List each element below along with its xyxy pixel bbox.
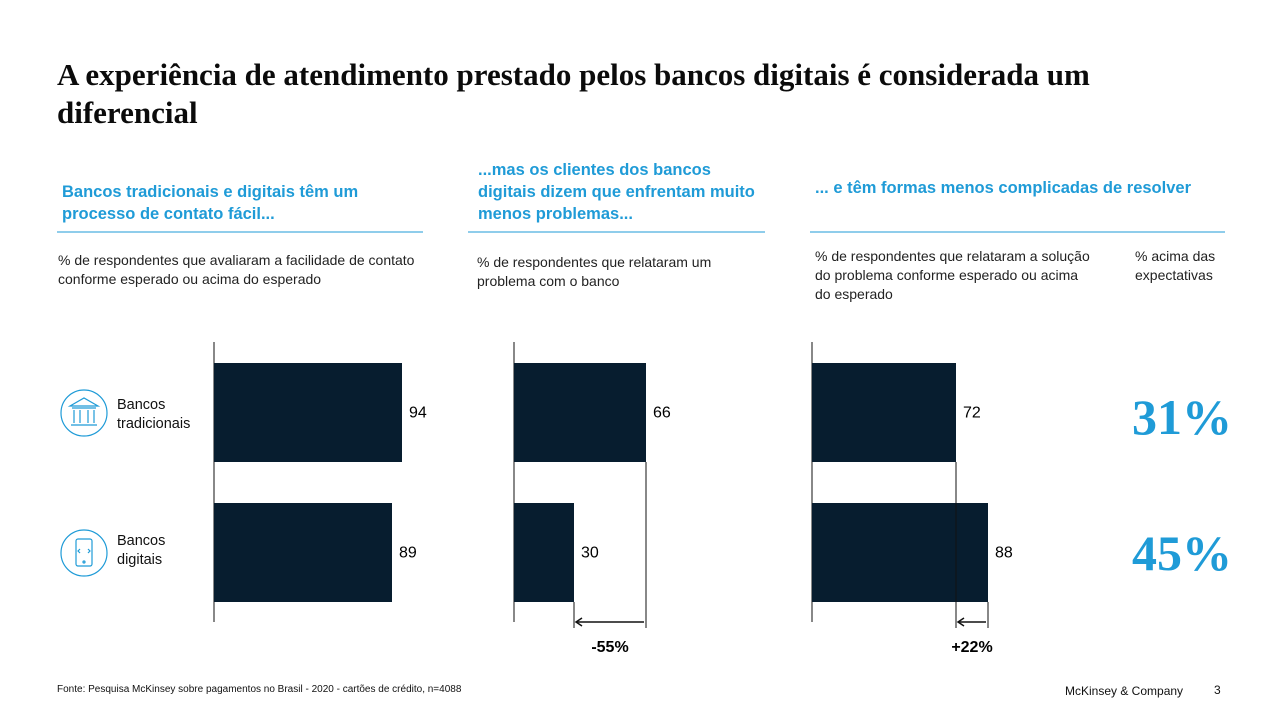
arrow-head — [574, 617, 583, 627]
source: Fonte: Pesquisa McKinsey sobre pagamento… — [57, 684, 462, 695]
value-label: 88 — [995, 545, 1013, 562]
bar — [812, 363, 956, 462]
expectations-label: % acima das expectativas — [1135, 248, 1216, 283]
brand: McKinsey & Company — [1065, 684, 1184, 698]
panel-heading: Bancos tradicionais e digitais têm um pr… — [62, 183, 359, 223]
value-label: 89 — [399, 545, 417, 562]
bar — [214, 363, 402, 462]
difference-label: +22% — [951, 639, 992, 656]
expectation-value: 31% — [1132, 389, 1232, 445]
bank-icon — [60, 389, 108, 437]
value-label: 72 — [963, 405, 981, 422]
phone-icon — [60, 529, 108, 577]
bar — [514, 363, 646, 462]
value-label: 30 — [581, 545, 599, 562]
difference-label: -55% — [591, 639, 628, 656]
bar — [812, 503, 988, 602]
arrow-head — [956, 617, 965, 627]
bar — [514, 503, 574, 602]
expectation-value: 45% — [1132, 525, 1232, 581]
panel-subtitle: % de respondentes que relataram um probl… — [477, 254, 712, 289]
category-label: Bancos tradicionais — [117, 397, 191, 432]
panel-heading: ... e têm formas menos complicadas de re… — [815, 179, 1191, 197]
slide-title: A experiência de atendimento prestado pe… — [57, 57, 1090, 130]
panel-subtitle: % de respondentes que avaliaram a facili… — [58, 252, 415, 287]
panel-subtitle: % de respondentes que relataram a soluçã… — [815, 248, 1090, 302]
panel-heading: ...mas os clientes dos bancos digitais d… — [478, 161, 755, 223]
category-label: Bancos digitais — [117, 533, 166, 568]
value-label: 94 — [409, 405, 427, 422]
bar — [214, 503, 392, 602]
page-number: 3 — [1214, 683, 1221, 697]
value-label: 66 — [653, 405, 671, 422]
